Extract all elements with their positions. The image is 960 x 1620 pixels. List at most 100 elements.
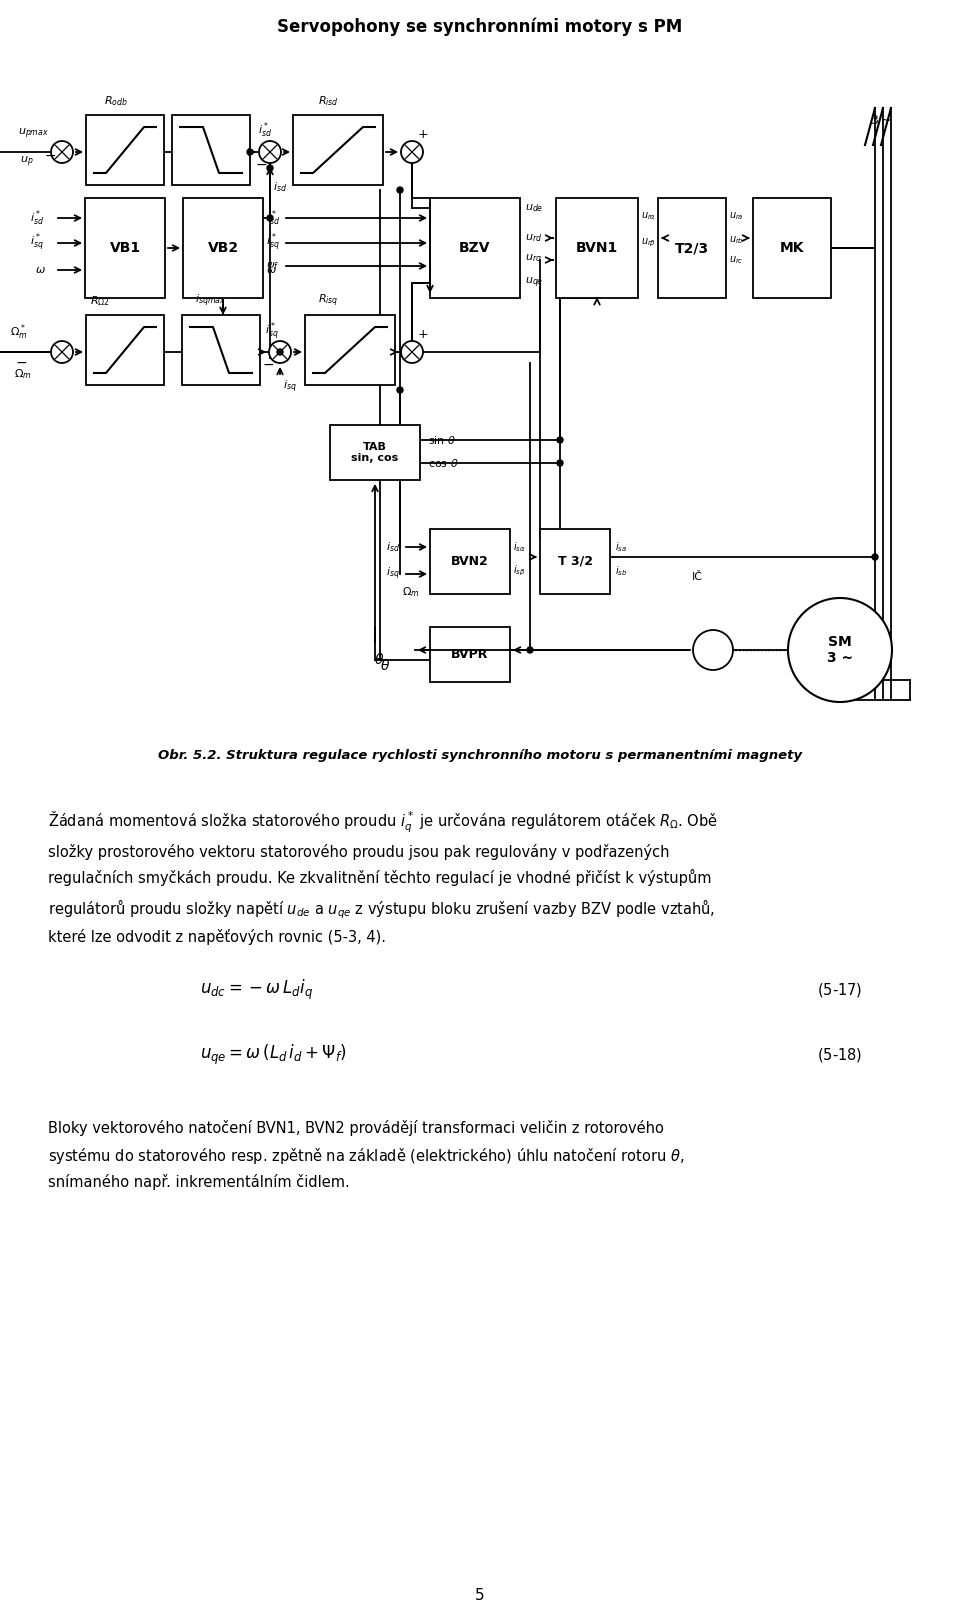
Text: SM
3 ~: SM 3 ~ — [827, 635, 853, 666]
Bar — [753, 198, 831, 298]
Text: $\Omega_m$: $\Omega_m$ — [14, 368, 32, 381]
Circle shape — [401, 141, 423, 164]
Text: BZV: BZV — [459, 241, 491, 254]
Bar — [430, 627, 510, 682]
Text: $i_{sd}^*$: $i_{sd}^*$ — [266, 209, 280, 228]
Text: $i_{sq}^*$: $i_{sq}^*$ — [266, 232, 279, 254]
Circle shape — [872, 554, 878, 561]
Text: $+$: $+$ — [417, 327, 428, 340]
Text: $i_{s\beta}$: $i_{s\beta}$ — [513, 564, 525, 578]
Text: $\Omega_m$: $\Omega_m$ — [402, 585, 420, 599]
Text: $-$: $-$ — [15, 355, 27, 369]
Text: $-$: $-$ — [44, 147, 56, 162]
Text: VB1: VB1 — [109, 241, 140, 254]
Text: $u_{dc} = -\omega\, L_d i_q$: $u_{dc} = -\omega\, L_d i_q$ — [200, 978, 313, 1003]
Text: $\theta$: $\theta$ — [374, 653, 384, 667]
Circle shape — [247, 149, 253, 156]
Text: $R_{odb}$: $R_{odb}$ — [104, 94, 128, 109]
Circle shape — [397, 186, 403, 193]
Text: $+$: $+$ — [417, 128, 428, 141]
Circle shape — [401, 340, 423, 363]
Text: $u_{rb}$: $u_{rb}$ — [729, 235, 744, 246]
Text: $u_{r\alpha}$: $u_{r\alpha}$ — [641, 211, 657, 222]
Text: $-$: $-$ — [255, 157, 267, 172]
Text: 5: 5 — [475, 1588, 485, 1602]
Text: Obr. 5.2. Struktura regulace rychlosti synchronního motoru s permanentními magne: Obr. 5.2. Struktura regulace rychlosti s… — [158, 748, 802, 761]
Text: $u_p$: $u_p$ — [20, 156, 34, 168]
Text: $u_{qe} = \omega\,(L_d\,i_d + \Psi_f)$: $u_{qe} = \omega\,(L_d\,i_d + \Psi_f)$ — [200, 1043, 347, 1068]
Bar — [540, 530, 610, 595]
Text: $u_{rd}$: $u_{rd}$ — [525, 232, 542, 245]
Text: $i_{s\alpha}$: $i_{s\alpha}$ — [513, 539, 526, 554]
Circle shape — [397, 387, 403, 394]
Text: $(5$-$17)$: $(5$-$17)$ — [817, 982, 863, 1000]
Bar — [182, 314, 260, 386]
Bar — [305, 314, 395, 386]
Text: $R_{isd}$: $R_{isd}$ — [318, 94, 339, 109]
Text: $i_{sq}$: $i_{sq}$ — [386, 565, 400, 582]
Text: $i_{sb}$: $i_{sb}$ — [615, 564, 627, 578]
Text: $i_{sa}$: $i_{sa}$ — [615, 539, 627, 554]
Text: $i_{sq}^*$: $i_{sq}^*$ — [265, 321, 278, 343]
Bar — [330, 424, 420, 480]
Text: $(5$-$18)$: $(5$-$18)$ — [817, 1047, 863, 1064]
Circle shape — [51, 340, 73, 363]
Circle shape — [277, 348, 283, 355]
Bar — [430, 198, 520, 298]
Text: $\sin\,\theta$: $\sin\,\theta$ — [428, 434, 456, 446]
Text: $u_{qe}$: $u_{qe}$ — [525, 275, 543, 290]
Text: T2/3: T2/3 — [675, 241, 709, 254]
Text: BVN1: BVN1 — [576, 241, 618, 254]
Bar — [430, 530, 510, 595]
Text: BVPR: BVPR — [451, 648, 489, 661]
Text: T 3/2: T 3/2 — [558, 556, 592, 569]
Text: $\Omega_m^*$: $\Omega_m^*$ — [10, 322, 28, 342]
Text: $i_{sd}$: $i_{sd}$ — [273, 180, 287, 194]
Text: $\omega$: $\omega$ — [35, 266, 46, 275]
Circle shape — [557, 437, 563, 442]
Circle shape — [788, 598, 892, 701]
Text: $i_{sq}$: $i_{sq}$ — [283, 379, 297, 395]
Text: BVN2: BVN2 — [451, 556, 489, 569]
Text: Servopohony se synchronními motory s PM: Servopohony se synchronními motory s PM — [277, 18, 683, 37]
Bar — [85, 198, 165, 298]
Text: $u_{r\beta}$: $u_{r\beta}$ — [641, 237, 656, 249]
Text: $u_{rq}$: $u_{rq}$ — [525, 253, 541, 267]
Text: $u_{ra}$: $u_{ra}$ — [729, 211, 744, 222]
Text: $\theta$: $\theta$ — [380, 658, 390, 672]
Text: $u_{de}$: $u_{de}$ — [525, 202, 543, 214]
Text: $i_{sd}$: $i_{sd}$ — [386, 539, 400, 554]
Text: $\omega$: $\omega$ — [266, 266, 276, 275]
Text: $-$: $-$ — [262, 356, 275, 371]
Bar — [86, 115, 164, 185]
Text: $\psi_f$: $\psi_f$ — [266, 259, 279, 272]
Text: $\cos\,\theta$: $\cos\,\theta$ — [428, 457, 459, 470]
Circle shape — [259, 141, 281, 164]
Text: $i_{sqmax}$: $i_{sqmax}$ — [195, 293, 227, 309]
Text: $R_{isq}$: $R_{isq}$ — [318, 293, 339, 309]
Circle shape — [269, 340, 291, 363]
Text: Bloky vektorového natočení BVN1, BVN2 provádějí transformaci veličin z rotorovéh: Bloky vektorového natočení BVN1, BVN2 pr… — [48, 1119, 684, 1191]
Bar — [293, 115, 383, 185]
Text: $u_{rc}$: $u_{rc}$ — [729, 254, 744, 266]
Text: IČ: IČ — [692, 572, 703, 582]
Text: $3\sim$: $3\sim$ — [870, 113, 892, 126]
Text: $i_{sd}^*$: $i_{sd}^*$ — [258, 120, 272, 139]
Bar — [556, 198, 638, 298]
Text: $R_{\Omega 2}$: $R_{\Omega 2}$ — [90, 295, 109, 308]
Text: $i_{sd}^*$: $i_{sd}^*$ — [30, 209, 44, 228]
Bar — [658, 198, 726, 298]
Circle shape — [267, 165, 273, 172]
Text: MK: MK — [780, 241, 804, 254]
Bar — [86, 314, 164, 386]
Text: $u_{pmax}$: $u_{pmax}$ — [18, 126, 49, 141]
Bar — [172, 115, 250, 185]
Circle shape — [527, 646, 533, 653]
Text: VB2: VB2 — [207, 241, 239, 254]
Circle shape — [557, 460, 563, 467]
Circle shape — [51, 141, 73, 164]
Circle shape — [693, 630, 733, 671]
Text: TAB
sin, cos: TAB sin, cos — [351, 442, 398, 463]
Text: Žádaná momentová složka statorového proudu $i_q^*$ je určována regulátorem otáče: Žádaná momentová složka statorového prou… — [48, 810, 718, 944]
Circle shape — [267, 215, 273, 220]
